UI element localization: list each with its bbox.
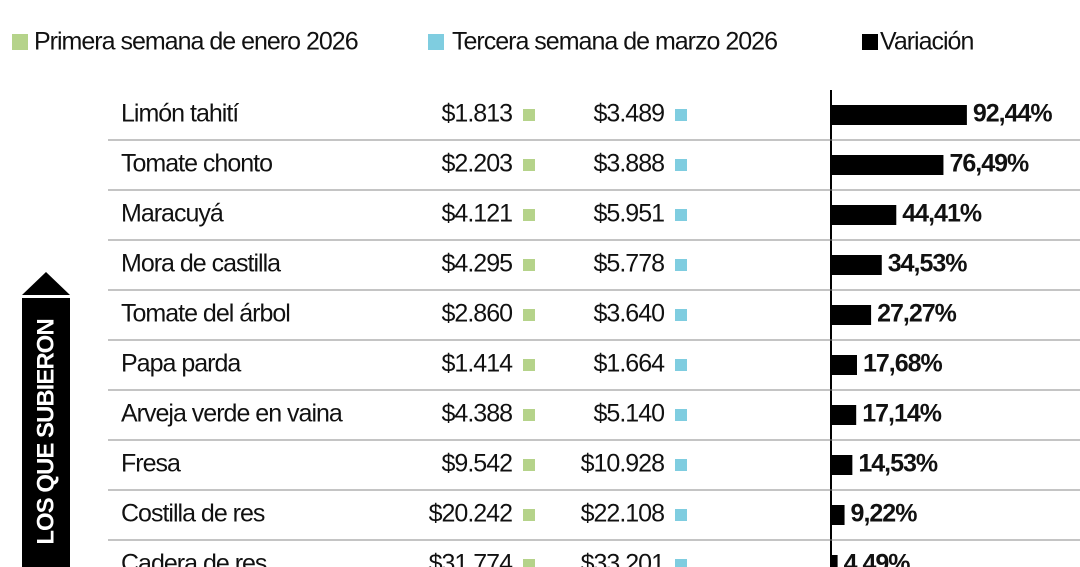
category-label: Maracuyá <box>121 200 224 228</box>
price-swatch <box>675 309 687 321</box>
bar <box>831 405 857 425</box>
bar <box>831 255 882 275</box>
bar <box>831 505 845 525</box>
bar-value-label: 44,41% <box>902 200 982 228</box>
legend-label: Tercera semana de marzo 2026 <box>452 28 777 56</box>
bar <box>831 305 872 325</box>
price-label: $10.928 <box>581 450 664 478</box>
price-label: $33.201 <box>581 550 664 567</box>
category-label: Costilla de res <box>121 500 265 528</box>
category-label: Fresa <box>121 450 181 478</box>
bar-value-label: 17,14% <box>862 400 942 428</box>
price-label: $2.860 <box>442 300 513 328</box>
price-swatch <box>675 459 687 471</box>
side-band <box>22 298 70 567</box>
price-swatch <box>523 109 535 121</box>
category-label: Limón tahití <box>121 100 239 128</box>
price-swatch <box>675 159 687 171</box>
price-label: $22.108 <box>581 500 664 528</box>
bar <box>831 155 944 175</box>
bar-value-label: 9,22% <box>851 500 918 528</box>
legend-swatch <box>862 34 878 50</box>
price-swatch <box>675 509 687 521</box>
price-label: $31.774 <box>429 550 513 567</box>
price-label: $4.388 <box>442 400 513 428</box>
bar-value-label: 14,53% <box>858 450 938 478</box>
category-label: Arveja verde en vaina <box>121 400 343 428</box>
bar-value-label: 27,27% <box>877 300 957 328</box>
legend-label: Variación <box>880 28 973 56</box>
price-label: $1.414 <box>442 350 514 378</box>
legend-swatch <box>12 34 28 50</box>
category-label: Tomate chonto <box>121 150 272 178</box>
side-label: LOS QUE SUBIERON <box>32 319 59 544</box>
price-label: $5.140 <box>594 400 665 428</box>
category-label: Papa parda <box>121 350 241 378</box>
bar-value-label: 34,53% <box>888 250 968 278</box>
price-swatch <box>523 309 535 321</box>
bar-value-label: 92,44% <box>973 100 1053 128</box>
price-swatch <box>523 459 535 471</box>
price-label: $20.242 <box>429 500 512 528</box>
bar-value-label: 17,68% <box>863 350 943 378</box>
price-swatch <box>675 409 687 421</box>
price-swatch <box>675 209 687 221</box>
price-swatch <box>523 509 535 521</box>
up-arrow <box>22 272 70 295</box>
price-swatch <box>523 559 535 567</box>
bar <box>831 555 838 567</box>
category-label: Cadera de res <box>121 550 267 567</box>
legend-swatch <box>428 34 444 50</box>
price-swatch <box>523 159 535 171</box>
price-swatch <box>675 109 687 121</box>
price-label: $1.664 <box>594 350 666 378</box>
bar <box>831 355 857 375</box>
price-label: $5.951 <box>594 200 665 228</box>
price-label: $4.295 <box>442 250 513 278</box>
price-label: $3.640 <box>594 300 665 328</box>
bar <box>831 205 897 225</box>
bar-value-label: 76,49% <box>949 150 1029 178</box>
price-label: $5.778 <box>594 250 665 278</box>
price-swatch <box>523 359 535 371</box>
category-label: Mora de castilla <box>121 250 281 278</box>
price-label: $3.888 <box>594 150 665 178</box>
category-label: Tomate del árbol <box>121 300 290 328</box>
price-label: $1.813 <box>442 100 513 128</box>
price-swatch <box>523 259 535 271</box>
price-swatch <box>675 559 687 567</box>
price-label: $9.542 <box>442 450 513 478</box>
price-swatch <box>523 209 535 221</box>
bar-value-label: 4,49% <box>844 550 911 567</box>
legend-label: Primera semana de enero 2026 <box>34 28 358 56</box>
price-swatch <box>675 259 687 271</box>
price-swatch <box>523 409 535 421</box>
price-label: $4.121 <box>442 200 513 228</box>
price-swatch <box>675 359 687 371</box>
bar <box>831 105 967 125</box>
price-label: $2.203 <box>442 150 513 178</box>
price-label: $3.489 <box>594 100 665 128</box>
bar <box>831 455 853 475</box>
